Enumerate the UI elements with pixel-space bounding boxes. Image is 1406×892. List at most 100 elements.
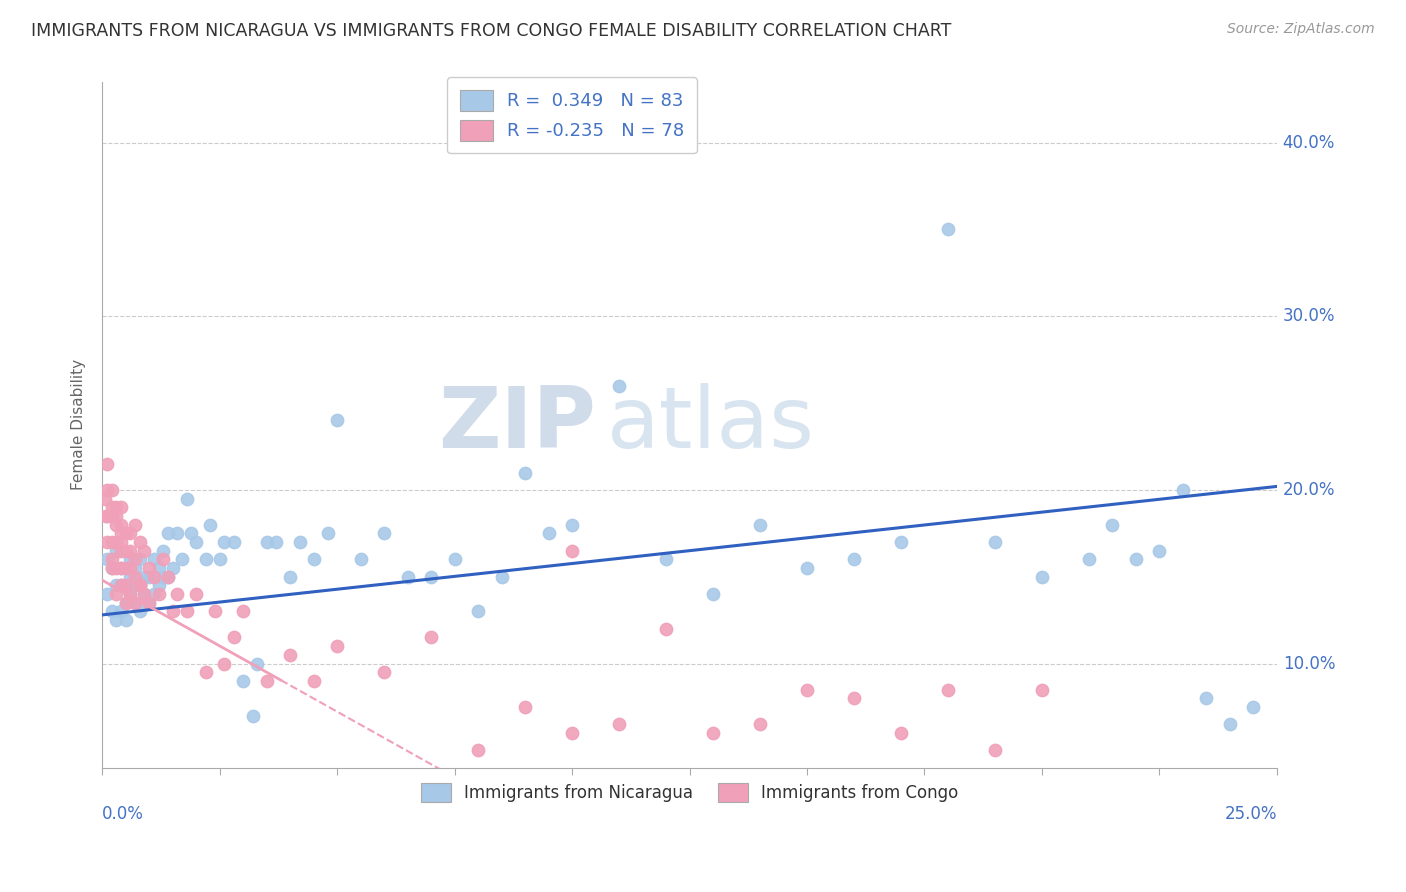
Text: 10.0%: 10.0% [1282,655,1336,673]
Point [936,222,959,236]
Y-axis label: Female Disability: Female Disability [72,359,86,491]
Point [114,526,136,541]
Point [655,552,678,566]
Point [156,570,179,584]
Point [120,570,142,584]
Point [142,587,165,601]
Point [120,587,142,601]
Point [100,561,122,575]
Point [100,508,122,523]
Point [152,570,174,584]
Point [128,578,150,592]
Point [114,561,136,575]
Legend: Immigrants from Nicaragua, Immigrants from Congo: Immigrants from Nicaragua, Immigrants fr… [413,776,965,809]
Point [288,535,311,549]
Point [1031,682,1053,697]
Point [278,648,301,662]
Point [105,535,128,549]
Text: IMMIGRANTS FROM NICARAGUA VS IMMIGRANTS FROM CONGO FEMALE DISABILITY CORRELATION: IMMIGRANTS FROM NICARAGUA VS IMMIGRANTS … [31,22,952,40]
Point [420,570,443,584]
Point [96,587,118,601]
Point [124,596,146,610]
Point [513,700,536,714]
Point [256,535,278,549]
Text: 0.0%: 0.0% [103,805,143,823]
Point [749,717,772,731]
Point [105,561,128,575]
Point [110,500,132,515]
Point [890,535,912,549]
Point [100,500,122,515]
Point [120,543,142,558]
Point [110,535,132,549]
Point [128,535,150,549]
Point [1171,483,1194,497]
Point [152,543,174,558]
Point [232,604,254,618]
Point [420,631,443,645]
Point [1241,700,1264,714]
Point [110,561,132,575]
Point [373,526,395,541]
Point [128,578,150,592]
Point [114,596,136,610]
Point [110,604,132,618]
Text: 40.0%: 40.0% [1282,134,1336,152]
Point [232,673,254,688]
Point [138,596,160,610]
Point [1219,717,1241,731]
Point [100,535,122,549]
Point [1031,570,1053,584]
Text: Source: ZipAtlas.com: Source: ZipAtlas.com [1227,22,1375,37]
Point [443,552,465,566]
Point [120,526,142,541]
Point [142,570,165,584]
Point [222,535,245,549]
Point [176,491,198,506]
Text: atlas: atlas [607,384,815,467]
Point [513,466,536,480]
Point [134,587,156,601]
Point [984,535,1007,549]
Point [110,578,132,592]
Point [842,552,865,566]
Point [96,483,118,497]
Point [1149,543,1171,558]
Point [134,570,156,584]
Point [96,552,118,566]
Point [796,561,818,575]
Point [1101,517,1123,532]
Point [114,613,136,627]
Point [105,500,128,515]
Point [607,717,630,731]
Point [96,535,118,549]
Point [138,570,160,584]
Point [242,708,264,723]
Point [100,604,122,618]
Point [105,613,128,627]
Point [302,673,325,688]
Point [537,526,560,541]
Point [100,561,122,575]
Point [156,526,179,541]
Text: 25.0%: 25.0% [1225,805,1277,823]
Point [302,552,325,566]
Point [1195,691,1218,706]
Point [114,578,136,592]
Point [114,596,136,610]
Point [655,622,678,636]
Point [105,587,128,601]
Point [256,673,278,688]
Point [561,517,583,532]
Point [120,561,142,575]
Point [105,578,128,592]
Point [148,587,170,601]
Point [214,535,236,549]
Point [128,578,150,592]
Point [100,483,122,497]
Point [1077,552,1099,566]
Point [373,665,395,680]
Point [148,578,170,592]
Point [120,552,142,566]
Point [138,596,160,610]
